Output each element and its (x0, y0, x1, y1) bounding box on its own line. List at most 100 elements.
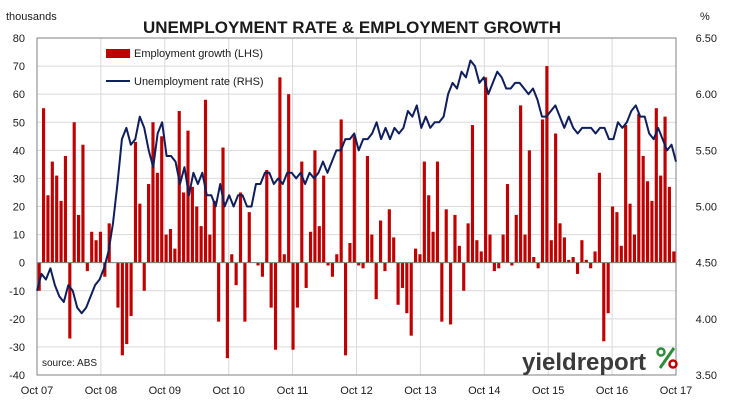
employment-growth-bar (370, 234, 374, 263)
employment-growth-bar (475, 240, 479, 263)
employment-growth-bar (260, 262, 264, 277)
employment-growth-bar (379, 220, 383, 263)
employment-growth-bar (449, 262, 453, 325)
employment-growth-bar (182, 192, 186, 263)
employment-growth-bar (667, 186, 672, 263)
employment-growth-bar (357, 262, 361, 266)
employment-growth-bar (444, 209, 448, 263)
x-tick-label: Oct 11 (277, 385, 309, 397)
employment-growth-bar (571, 257, 575, 263)
employment-growth-bar (208, 234, 212, 263)
employment-growth-bar (663, 116, 667, 263)
employment-growth-bar (190, 186, 194, 263)
employment-growth-bar (554, 133, 558, 263)
employment-growth-bar (77, 214, 81, 263)
x-tick-label: Oct 09 (149, 385, 181, 397)
employment-growth-bar (562, 237, 566, 263)
legend-label-employment-growth: Employment growth (LHS) (134, 48, 263, 60)
x-tick-label: Oct 10 (212, 385, 244, 397)
right-tick-label: 4.00 (696, 314, 717, 326)
employment-growth-bar (50, 161, 54, 263)
employment-growth-bar (387, 209, 391, 263)
employment-growth-bar (90, 231, 94, 263)
right-tick-label: 4.50 (696, 258, 717, 270)
employment-growth-bar (536, 262, 540, 269)
employment-growth-bar (243, 262, 247, 322)
left-tick-label: 50 (13, 117, 25, 129)
employment-growth-bar (41, 108, 46, 263)
employment-growth-bar (212, 200, 216, 263)
left-tick-label: 20 (13, 202, 25, 214)
employment-growth-bar (343, 262, 348, 356)
employment-growth-bar (46, 195, 50, 263)
employment-growth-bar (497, 262, 501, 269)
employment-growth-bar (147, 184, 151, 263)
employment-growth-bar (383, 262, 387, 272)
employment-growth-bar (527, 150, 531, 263)
employment-growth-bar (610, 206, 615, 263)
employment-growth-bar (589, 262, 593, 269)
employment-growth-bar (339, 119, 343, 263)
employment-growth-bar (85, 262, 89, 272)
employment-growth-bar (545, 66, 549, 263)
employment-growth-bar (295, 262, 299, 308)
employment-growth-bar (422, 161, 426, 263)
employment-growth-bar (238, 192, 243, 263)
employment-growth-bar (597, 172, 601, 263)
employment-growth-bar (37, 262, 41, 291)
employment-growth-bar (133, 141, 138, 263)
employment-growth-bar (234, 262, 238, 286)
unemployment-rate-line (36, 59, 677, 315)
employment-growth-bar (125, 262, 129, 345)
right-tick-label: 6.50 (696, 33, 717, 45)
yieldreport-logo-text: yieldreport (522, 349, 646, 376)
left-tick-label: 10 (13, 230, 25, 242)
left-tick-label: 40 (13, 145, 25, 157)
employment-growth-bar (580, 240, 584, 263)
x-tick-label: Oct 14 (468, 385, 500, 397)
employment-growth-bar (247, 212, 251, 263)
employment-growth-bar (59, 200, 63, 263)
employment-growth-bar (352, 136, 356, 263)
employment-growth-bar (510, 262, 514, 266)
employment-growth-bar (120, 262, 124, 356)
left-tick-label: 30 (13, 173, 25, 185)
employment-growth-bar (287, 94, 291, 263)
x-tick-label: Oct 17 (660, 385, 692, 397)
employment-growth-bar (221, 147, 225, 263)
employment-growth-bar (273, 262, 278, 350)
employment-growth-bar (63, 155, 68, 263)
left-tick-label: -40 (9, 370, 25, 382)
employment-growth-bar (177, 111, 181, 263)
employment-growth-bar (317, 226, 321, 263)
employment-growth-bar (567, 259, 571, 263)
employment-growth-bar (138, 203, 142, 263)
employment-growth-bar (129, 262, 133, 317)
employment-growth-bar (116, 262, 120, 308)
left-tick-label: -20 (9, 314, 25, 326)
employment-growth-bar (278, 77, 282, 263)
x-tick-label: Oct 08 (85, 385, 117, 397)
employment-growth-bar (427, 195, 431, 263)
employment-growth-bar (326, 262, 330, 266)
employment-growth-bar (492, 262, 496, 272)
employment-growth-bar (335, 254, 339, 263)
employment-growth-bar (414, 248, 418, 263)
employment-growth-bar (282, 254, 286, 263)
employment-growth-bar (160, 136, 164, 263)
chart-title: UNEMPLOYMENT RATE & EMPLOYMENT GROWTH (143, 18, 561, 37)
employment-growth-bar (453, 214, 457, 263)
employment-growth-bar (405, 262, 409, 314)
employment-growth-bar (186, 130, 190, 263)
employment-growth-bar (322, 175, 326, 263)
unemployment-rate-series-line (36, 59, 677, 315)
employment-growth-bar (164, 234, 168, 263)
percent-logo-icon (656, 347, 678, 369)
employment-growth-bar (457, 245, 461, 263)
employment-growth-bar (168, 228, 173, 263)
right-tick-label: 6.00 (696, 89, 717, 101)
left-tick-label: 0 (19, 258, 25, 270)
employment-growth-bar (540, 119, 545, 263)
employment-growth-bar (142, 262, 146, 291)
